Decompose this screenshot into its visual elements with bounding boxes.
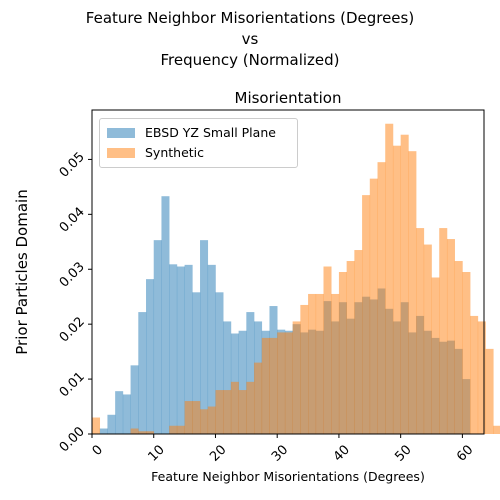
synthetic-bar — [176, 425, 185, 434]
synthetic-bar — [416, 228, 425, 434]
synthetic-bar — [192, 401, 201, 434]
legend: EBSD YZ Small Plane Synthetic — [99, 118, 298, 168]
y-tick-label: 0.04 — [57, 205, 88, 236]
ebsd-bar — [99, 428, 108, 434]
y-tick-label: 0.01 — [57, 369, 88, 400]
synthetic-bar — [269, 337, 278, 434]
x-tick-label: 10 — [145, 442, 167, 464]
synthetic-bar — [277, 332, 286, 434]
legend-swatch-synthetic — [107, 147, 135, 158]
synthetic-bar — [315, 293, 324, 434]
synthetic-bar — [338, 272, 347, 434]
synthetic-bar — [246, 381, 255, 434]
synthetic-bar — [369, 178, 378, 434]
synthetic-bar — [354, 250, 363, 434]
ebsd-bar — [130, 365, 139, 434]
synthetic-bar — [493, 425, 500, 434]
synthetic-bar — [146, 431, 155, 434]
figure-title-line-1: Feature Neighbor Misorientations (Degree… — [85, 9, 415, 27]
synthetic-bar — [300, 304, 309, 434]
synthetic-bar — [207, 406, 216, 434]
x-tick-label: 20 — [207, 442, 229, 464]
legend-label-synthetic: Synthetic — [145, 145, 205, 160]
synthetic-bar — [238, 390, 247, 434]
synthetic-bar — [423, 244, 432, 434]
figure-title-line-3: Frequency (Normalized) — [160, 51, 340, 69]
ebsd-bar — [215, 292, 224, 434]
ebsd-bar — [138, 312, 147, 434]
legend-label-ebsd: EBSD YZ Small Plane — [145, 125, 276, 140]
x-tick-label: 60 — [454, 442, 476, 464]
ebsd-bar — [176, 266, 185, 434]
ebsd-bar — [146, 279, 155, 434]
ebsd-bar — [200, 240, 209, 434]
ebsd-bar — [192, 292, 201, 434]
synthetic-bar — [477, 321, 486, 434]
synthetic-bar — [392, 145, 401, 434]
synthetic-bar — [362, 195, 371, 434]
x-tick-label: 40 — [331, 442, 353, 464]
synthetic-bar — [215, 390, 224, 434]
ebsd-bar — [223, 321, 232, 434]
synthetic-bar — [92, 417, 101, 434]
synthetic-bar — [400, 134, 409, 435]
synthetic-bar — [184, 401, 193, 434]
synthetic-bar — [385, 123, 394, 434]
synthetic-bar — [462, 272, 471, 434]
ebsd-bar — [115, 391, 124, 434]
synthetic-bar — [485, 348, 494, 434]
ebsd-bar — [169, 264, 178, 434]
ebsd-bar — [238, 330, 247, 434]
legend-item-synthetic: Synthetic — [107, 145, 204, 160]
synthetic-bar — [254, 362, 263, 434]
synthetic-bar — [284, 332, 293, 434]
synthetic-bar — [292, 321, 301, 434]
synthetic-bar — [223, 390, 232, 434]
synthetic-bar — [431, 277, 440, 434]
ebsd-bar — [207, 264, 216, 434]
synthetic-bar — [470, 315, 479, 434]
legend-item-ebsd: EBSD YZ Small Plane — [107, 125, 276, 140]
synthetic-bar — [446, 239, 455, 434]
x-tick-label: 0 — [90, 442, 106, 458]
synthetic-bar — [377, 162, 386, 434]
synthetic-bar — [408, 151, 417, 434]
ebsd-bar — [161, 196, 170, 434]
ebsd-bar — [153, 240, 162, 434]
ebsd-bar — [107, 414, 116, 434]
synthetic-bar — [230, 381, 239, 434]
ebsd-bar — [246, 312, 255, 434]
y-tick-label: 0.03 — [57, 259, 88, 290]
x-axis-label: Feature Neighbor Misorientations (Degree… — [151, 469, 425, 484]
synthetic-bar — [130, 428, 139, 434]
synthetic-bar — [138, 431, 147, 434]
synthetic-bar — [346, 261, 355, 434]
y-tick-label: 0.00 — [57, 424, 88, 455]
ebsd-bar — [184, 264, 193, 434]
synthetic-bar — [169, 425, 178, 434]
y-tick-label: 0.02 — [57, 314, 88, 345]
synthetic-bar — [454, 261, 463, 434]
synthetic-bar — [261, 337, 270, 434]
synthetic-bar — [323, 266, 332, 434]
synthetic-bar — [331, 293, 340, 434]
synthetic-bar — [200, 409, 209, 434]
synthetic-bar — [439, 228, 448, 434]
synthetic-bar — [308, 293, 317, 434]
legend-swatch-ebsd — [107, 127, 135, 138]
y-tick-label: 0.05 — [57, 150, 88, 181]
x-tick-label: 50 — [392, 442, 414, 464]
bars-layer — [92, 123, 500, 435]
ebsd-bar — [122, 394, 131, 434]
figure-title-line-2: vs — [241, 30, 259, 48]
x-tick-label: 30 — [269, 442, 291, 464]
axes-title: Misorientation — [234, 89, 342, 107]
plot-frame — [91, 109, 485, 435]
